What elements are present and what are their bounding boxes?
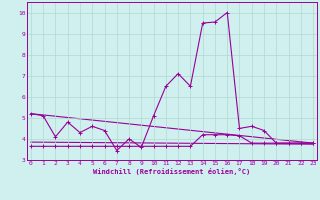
X-axis label: Windchill (Refroidissement éolien,°C): Windchill (Refroidissement éolien,°C) (93, 168, 251, 175)
